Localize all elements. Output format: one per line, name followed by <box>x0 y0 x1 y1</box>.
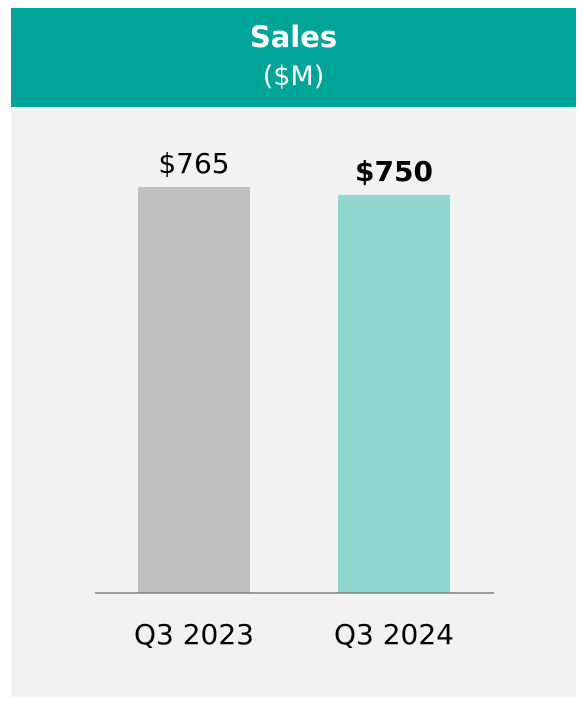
chart-panel: Sales ($M) <box>11 8 576 697</box>
x-tick-label: Q3 2024 <box>334 618 454 651</box>
x-tick-label: Q3 2023 <box>134 618 254 651</box>
chart-title: Sales <box>249 20 338 54</box>
chart-header: Sales ($M) <box>11 8 576 107</box>
data-label: $750 <box>355 155 433 188</box>
chart-subtitle: ($M) <box>262 61 325 92</box>
data-label: $765 <box>158 147 229 180</box>
bar-q3-2024 <box>338 194 450 593</box>
bar-q3-2023 <box>138 187 250 593</box>
